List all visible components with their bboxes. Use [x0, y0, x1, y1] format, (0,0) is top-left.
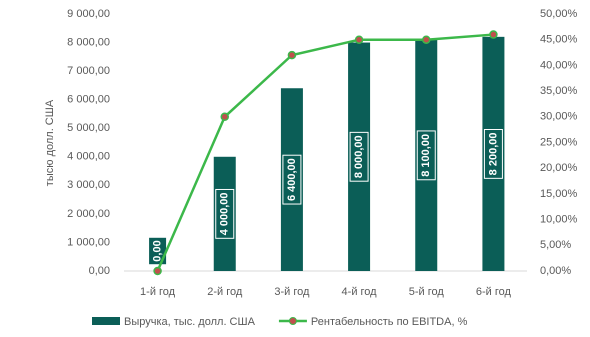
- line-marker: [489, 30, 498, 39]
- data-label-text: 6 400,00: [286, 158, 298, 201]
- data-label-box: [215, 188, 235, 239]
- y2-tick-label: 40,00%: [540, 59, 578, 71]
- line: [156, 33, 494, 272]
- y-tick-label: 6 000,00: [67, 94, 110, 106]
- y-tick-label: 2 000,00: [67, 208, 110, 220]
- y-tick-label: 8 000,00: [67, 36, 110, 48]
- y-tick-label: 5 000,00: [67, 122, 110, 134]
- legend-swatch: [92, 317, 120, 325]
- y-tick-label: 9 000,00: [67, 8, 110, 20]
- data-label-text: 8 000,00: [353, 135, 365, 178]
- data-label: 0,00: [148, 236, 168, 266]
- y2-tick-label: 0,00%: [540, 265, 571, 277]
- legend-label: Выручка, тыс. долл. США: [124, 316, 256, 328]
- data-label-text: 0,00: [151, 240, 163, 261]
- y-tick-label: 0,00: [89, 265, 110, 277]
- line-marker: [153, 266, 162, 276]
- data-label: 4 000,00: [215, 188, 235, 239]
- data-label-box: [483, 129, 503, 179]
- y-tick-label: 4 000,00: [67, 151, 110, 163]
- legend-label: Рентабельность по EBITDA, %: [311, 316, 468, 328]
- y-tick-label: 1 000,00: [67, 236, 110, 248]
- x-tick-label: 2-й год: [207, 286, 243, 298]
- y-axis-label: тысю долл. США: [44, 99, 56, 186]
- x-tick-label: 4-й год: [342, 286, 378, 298]
- data-label-text: 8 200,00: [487, 133, 499, 176]
- line-marker: [422, 35, 431, 44]
- data-label-box: [416, 130, 436, 181]
- y2-tick-label: 35,00%: [540, 85, 578, 97]
- data-label-box: [349, 131, 369, 182]
- data-label: 8 000,00: [349, 131, 369, 182]
- y2-tick-label: 20,00%: [540, 162, 578, 174]
- data-label: 8 100,00: [416, 130, 436, 181]
- y-tick-label: 3 000,00: [67, 179, 110, 191]
- data-label-text: 4 000,00: [219, 192, 231, 235]
- y2-tick-label: 50,00%: [540, 8, 578, 20]
- x-tick-label: 1-й год: [140, 286, 176, 298]
- data-label-box: [282, 154, 302, 205]
- y2-tick-label: 5,00%: [540, 239, 571, 251]
- x-tick-label: 5-й год: [409, 286, 445, 298]
- data-label: 6 400,00: [282, 154, 302, 205]
- y2-tick-label: 10,00%: [540, 214, 578, 226]
- line-marker: [220, 112, 229, 122]
- data-label-text: 8 100,00: [420, 134, 432, 177]
- y2-tick-label: 30,00%: [540, 111, 578, 123]
- line-marker: [354, 35, 364, 44]
- legend-marker: [288, 317, 297, 325]
- y2-tick-label: 45,00%: [540, 34, 578, 46]
- x-tick-label: 3-й год: [274, 286, 310, 298]
- y-tick-label: 7 000,00: [67, 65, 110, 77]
- y2-tick-label: 25,00%: [540, 136, 578, 148]
- line-marker: [287, 50, 297, 60]
- y2-tick-label: 15,00%: [540, 188, 578, 200]
- x-tick-label: 6-й год: [476, 286, 512, 298]
- data-label: 8 200,00: [483, 129, 503, 179]
